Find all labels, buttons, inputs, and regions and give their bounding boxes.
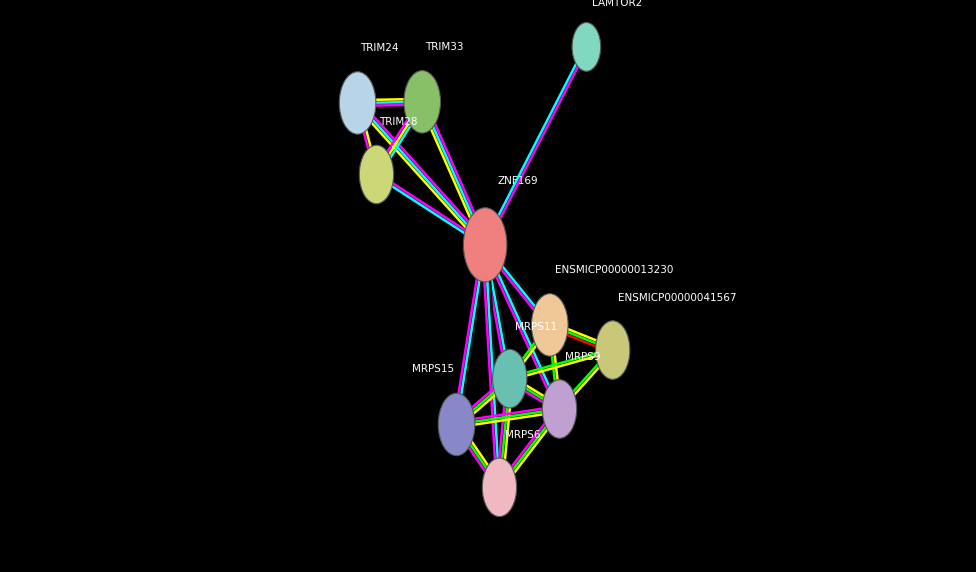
Text: ENSMICP00000041567: ENSMICP00000041567 (619, 293, 737, 303)
Ellipse shape (532, 293, 568, 356)
Ellipse shape (493, 349, 527, 408)
Text: TRIM24: TRIM24 (360, 43, 399, 53)
Text: ZNF169: ZNF169 (498, 176, 539, 186)
Text: MRPS11: MRPS11 (515, 321, 557, 332)
Ellipse shape (359, 145, 393, 204)
Ellipse shape (404, 70, 440, 133)
Ellipse shape (464, 208, 507, 282)
Text: LAMTOR2: LAMTOR2 (592, 0, 642, 7)
Text: TRIM33: TRIM33 (426, 42, 464, 51)
Text: MRPS6: MRPS6 (506, 430, 541, 440)
Text: MRPS9: MRPS9 (565, 352, 600, 362)
Ellipse shape (340, 72, 376, 134)
Ellipse shape (438, 393, 475, 456)
Ellipse shape (572, 22, 600, 72)
Text: TRIM28: TRIM28 (380, 117, 418, 128)
Ellipse shape (543, 380, 577, 438)
Text: MRPS15: MRPS15 (412, 364, 454, 374)
Ellipse shape (595, 321, 630, 379)
Ellipse shape (482, 458, 516, 517)
Text: ENSMICP00000013230: ENSMICP00000013230 (555, 265, 673, 275)
